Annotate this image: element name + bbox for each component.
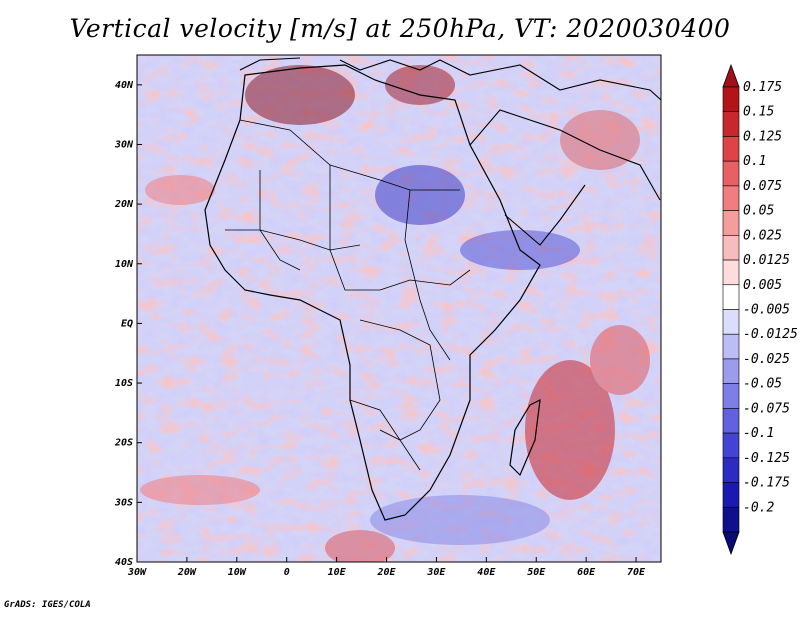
latitude-axis: 40N 30N 20N 10N EQ 10S 20S 30S 40S xyxy=(114,80,142,568)
colorbar-label: -0.2 xyxy=(743,500,774,515)
colorbar-label: -0.1 xyxy=(743,426,774,441)
colorbar-swatch xyxy=(722,136,740,162)
colorbar-label: -0.075 xyxy=(743,401,790,416)
colorbar-swatch xyxy=(722,408,740,434)
africa-coastline xyxy=(204,64,541,521)
lat-tick-label: 30S xyxy=(114,497,133,508)
colorbar-label: 0.025 xyxy=(743,228,782,243)
lon-tick-label: 20W xyxy=(177,567,197,578)
colorbar-swatch xyxy=(722,185,740,211)
lat-tick-label: 20N xyxy=(114,199,134,210)
lon-tick-label: 50E xyxy=(527,567,546,578)
lat-tick-label: 30N xyxy=(114,139,134,150)
lon-tick-label: 10W xyxy=(228,567,247,578)
colorbar-swatch xyxy=(722,86,740,113)
colorbar-label: 0.175 xyxy=(743,80,782,95)
colorbar-label: 0.075 xyxy=(743,179,782,194)
lon-tick-label: 30W xyxy=(127,567,147,578)
lat-tick-label: EQ xyxy=(121,318,133,329)
lon-tick-label: 70E xyxy=(627,567,646,578)
colorbar-swatch xyxy=(722,259,740,286)
colorbar-swatch xyxy=(722,210,740,236)
lon-tick-label: 40E xyxy=(477,567,496,578)
colorbar-swatch xyxy=(722,506,740,533)
lon-tick-label: 0 xyxy=(284,567,290,578)
chart-title: Vertical velocity [m/s] at 250hPa, VT: 2… xyxy=(69,14,731,43)
colorbar-swatch xyxy=(722,432,740,459)
lat-tick-label: 10S xyxy=(115,378,133,389)
colorbar-swatch xyxy=(722,235,740,261)
colorbar-swatch xyxy=(722,160,740,187)
colorbar-label: -0.025 xyxy=(743,352,790,367)
colorbar-label: 0.005 xyxy=(743,278,782,293)
lon-tick-label: 30E xyxy=(426,567,446,578)
colorbar-label: -0.0125 xyxy=(743,327,798,342)
madagascar-coastline xyxy=(509,398,541,477)
colorbar-swatch xyxy=(722,482,740,508)
arabia-coastline xyxy=(469,109,661,246)
colorbar-swatch xyxy=(722,358,740,384)
map-frame xyxy=(136,54,662,563)
lat-tick-label: 40N xyxy=(115,80,134,91)
colorbar-swatch xyxy=(722,111,740,137)
colorbar-label: 0.1 xyxy=(743,154,766,169)
lon-tick-label: 10E xyxy=(328,567,347,578)
colorbar-swatch xyxy=(722,333,740,360)
lat-tick-label: 10N xyxy=(115,259,134,270)
colorbar-label: 0.0125 xyxy=(743,253,790,268)
europe-coastline xyxy=(239,57,661,101)
lon-tick-label: 60E xyxy=(577,567,596,578)
colorbar-swatch xyxy=(722,284,740,310)
country-borders xyxy=(225,119,471,471)
colorbar-label: 0.15 xyxy=(743,105,774,120)
grads-credit: GrADS: IGES/COLA xyxy=(4,600,91,610)
colorbar-label: 0.125 xyxy=(743,129,782,144)
colorbar-label: -0.175 xyxy=(743,476,790,491)
colorbar-max-arrow xyxy=(722,63,740,88)
longitude-axis: 30W 20W 10W 0 10E 20E 30E 40E 50E 60E 70E xyxy=(127,557,646,578)
colorbar: 0.175 0.15 0.125 0.1 0.075 0.05 0.025 0.0125 0.0… xyxy=(722,63,798,556)
lat-tick-label: 40S xyxy=(115,557,133,568)
colorbar-swatch xyxy=(722,309,740,335)
lon-tick-label: 20E xyxy=(376,567,396,578)
colorbar-swatch xyxy=(722,457,740,483)
colorbar-label: -0.005 xyxy=(743,303,790,318)
colorbar-label: -0.05 xyxy=(743,377,782,392)
colorbar-swatch xyxy=(722,383,740,409)
colorbar-label: -0.125 xyxy=(743,451,790,466)
colorbar-label: 0.05 xyxy=(743,204,774,219)
lat-tick-label: 20S xyxy=(114,438,133,449)
vertical-velocity-field xyxy=(137,55,661,562)
colorbar-min-arrow xyxy=(722,531,740,556)
